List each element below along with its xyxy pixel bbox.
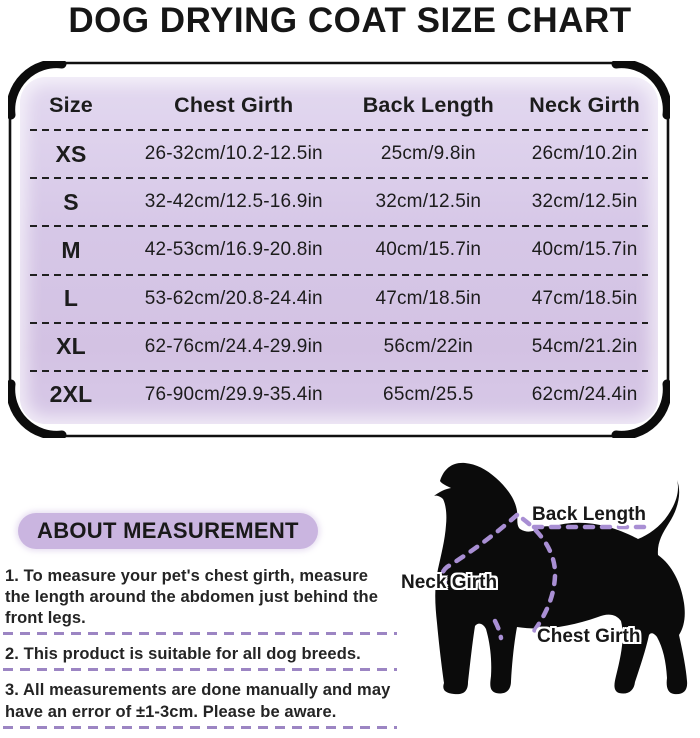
neck-girth-label: Neck Girth xyxy=(401,572,498,593)
neck-girth-cell: 62cm/24.4in xyxy=(531,383,638,405)
table-header-row: Size Chest Girth Back Length Neck Girth xyxy=(20,81,658,129)
back-length-cell: 40cm/15.7in xyxy=(375,239,482,261)
note-divider xyxy=(3,632,397,636)
size-cell: L xyxy=(63,285,79,312)
size-chart-frame: Size Chest Girth Back Length Neck Girth … xyxy=(8,61,670,438)
chest-girth-cell: 62-76cm/24.4-29.9in xyxy=(144,335,323,357)
row-divider xyxy=(30,177,648,180)
neck-girth-dashed-line xyxy=(439,512,520,585)
column-header-neck-girth: Neck Girth xyxy=(529,92,640,117)
size-cell: 2XL xyxy=(49,381,93,408)
table-row-l: L 53-62cm/20.8-24.4in 47cm/18.5in 47cm/1… xyxy=(20,276,658,322)
size-cell: XS xyxy=(55,140,87,167)
table-row-xs: XS 26-32cm/10.2-12.5in 25cm/9.8in 26cm/1… xyxy=(20,131,658,177)
row-divider xyxy=(30,321,648,324)
note-divider xyxy=(3,725,397,729)
table-row-m: M 42-53cm/16.9-20.8in 40cm/15.7in 40cm/1… xyxy=(20,227,658,273)
about-measurement-heading: ABOUT MEASUREMENT xyxy=(18,513,318,549)
back-length-cell: 56cm/22in xyxy=(383,335,474,357)
chest-girth-cell: 53-62cm/20.8-24.4in xyxy=(144,287,323,309)
chest-girth-dashed-line xyxy=(520,516,558,637)
row-divider xyxy=(30,369,648,372)
column-header-back-length: Back Length xyxy=(362,92,494,117)
chest-girth-cell: 76-90cm/29.9-35.4in xyxy=(144,383,323,405)
chest-girth-cell: 42-53cm/16.9-20.8in xyxy=(144,239,323,261)
row-divider xyxy=(30,273,648,276)
dog-measurement-diagram: Back Length Neck Girth Chest Girth xyxy=(400,450,700,700)
note-divider xyxy=(3,668,397,672)
measurement-notes: 1. To measure your pet's chest girth, me… xyxy=(3,566,397,738)
neck-girth-cell: 26cm/10.2in xyxy=(531,143,638,165)
size-table: Size Chest Girth Back Length Neck Girth … xyxy=(20,77,658,424)
back-length-cell: 25cm/9.8in xyxy=(380,143,476,165)
neck-girth-dashed-line-fragment xyxy=(492,618,504,641)
chest-girth-cell: 32-42cm/12.5-16.9in xyxy=(144,191,323,213)
table-row-s: S 32-42cm/12.5-16.9in 32cm/12.5in 32cm/1… xyxy=(20,179,658,225)
neck-girth-cell: 54cm/21.2in xyxy=(531,335,638,357)
table-row-xl: XL 62-76cm/24.4-29.9in 56cm/22in 54cm/21… xyxy=(20,324,658,370)
note-item: 2. This product is suitable for all dog … xyxy=(5,645,361,664)
dog-silhouette-icon xyxy=(434,462,688,695)
column-header-chest-girth: Chest Girth xyxy=(174,92,294,117)
table-row-2xl: 2XL 76-90cm/29.9-35.4in 65cm/25.5 62cm/2… xyxy=(20,372,658,418)
chest-girth-cell: 26-32cm/10.2-12.5in xyxy=(144,143,323,165)
row-divider xyxy=(30,129,648,131)
size-cell: XL xyxy=(56,333,86,360)
row-divider xyxy=(30,225,648,228)
neck-girth-cell: 40cm/15.7in xyxy=(531,239,638,261)
size-cell: M xyxy=(61,236,81,263)
page-title: DOG DRYING COAT SIZE CHART xyxy=(68,1,632,40)
size-cell: S xyxy=(63,188,79,215)
column-header-size: Size xyxy=(49,92,93,117)
back-length-cell: 65cm/25.5 xyxy=(383,383,474,405)
back-length-cell: 47cm/18.5in xyxy=(375,287,482,309)
note-item: 1. To measure your pet's chest girth, me… xyxy=(5,567,378,628)
note-item: 3. All measurements are done manually an… xyxy=(5,681,391,721)
back-length-label: Back Length xyxy=(532,504,647,525)
neck-girth-cell: 47cm/18.5in xyxy=(531,287,638,309)
back-length-cell: 32cm/12.5in xyxy=(375,191,482,213)
neck-girth-cell: 32cm/12.5in xyxy=(531,191,638,213)
decorative-frame-border xyxy=(8,61,670,438)
chest-girth-label: Chest Girth xyxy=(537,626,641,647)
